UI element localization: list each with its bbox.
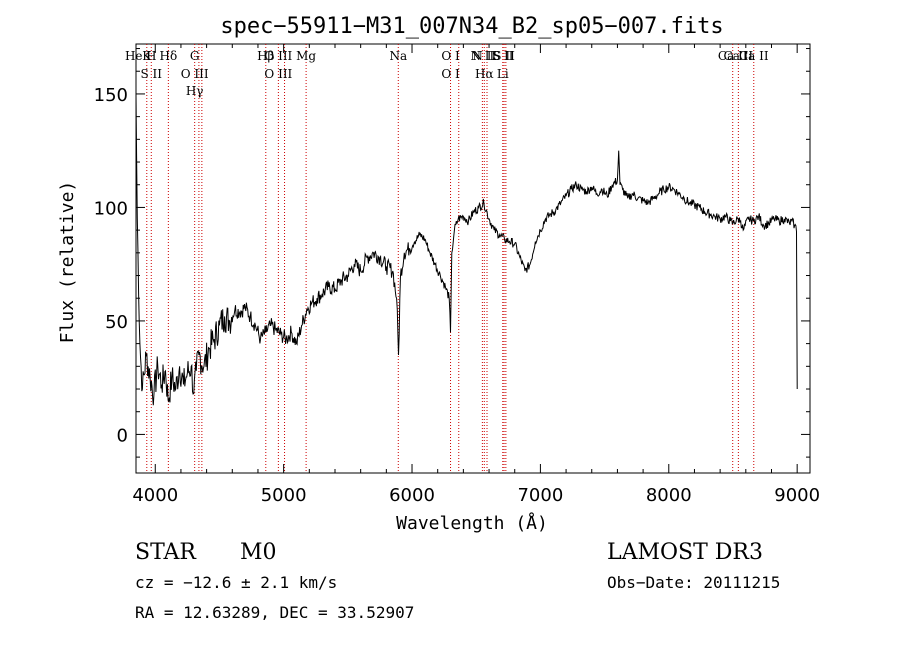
line-label: O I bbox=[441, 67, 460, 81]
x-axis-ticks: 4000 5000 6000 7000 8000 9000 bbox=[132, 44, 820, 506]
line-label: K bbox=[142, 49, 152, 63]
y-axis-label: Flux (relative) bbox=[57, 181, 78, 344]
redshift-text: cz = −12.6 ± 2.1 km/s bbox=[135, 573, 337, 592]
line-label: Hα bbox=[475, 67, 494, 81]
y-tick-label: 150 bbox=[94, 85, 128, 106]
y-tick-label: 100 bbox=[94, 198, 128, 219]
emission-line-markers bbox=[146, 44, 755, 473]
line-label: S II bbox=[492, 49, 514, 63]
object-class: STAR bbox=[135, 540, 197, 565]
y-tick-label: 0 bbox=[117, 425, 128, 446]
line-label: O III bbox=[264, 67, 292, 81]
x-tick-label: 7000 bbox=[517, 485, 563, 506]
line-label: H bbox=[146, 49, 156, 63]
line-label: Mg bbox=[296, 49, 316, 63]
x-axis-label: Wavelength (Å) bbox=[396, 512, 548, 534]
spectrum-line bbox=[135, 93, 798, 406]
observation-date: Obs−Date: 20111215 bbox=[607, 573, 780, 592]
line-label: S II bbox=[493, 49, 515, 63]
line-label: O I bbox=[441, 49, 460, 63]
line-label: Li bbox=[497, 67, 509, 81]
x-tick-label: 6000 bbox=[389, 485, 435, 506]
x-tick-label: 5000 bbox=[261, 485, 307, 506]
line-label: Ca II bbox=[718, 49, 748, 63]
line-label: Hβ bbox=[257, 49, 274, 63]
line-label: He I bbox=[125, 49, 151, 63]
x-tick-label: 8000 bbox=[646, 485, 692, 506]
coordinates-text: RA = 12.63289, DEC = 33.52907 bbox=[135, 603, 414, 622]
line-label: Hγ bbox=[186, 84, 204, 98]
chart-title: spec−55911−M31_007N34_B2_sp05−007.fits bbox=[220, 14, 723, 39]
y-tick-label: 50 bbox=[105, 312, 128, 333]
line-label: N II bbox=[472, 49, 496, 63]
line-label: S II bbox=[141, 67, 163, 81]
line-label: Na bbox=[389, 49, 407, 63]
x-tick-label: 9000 bbox=[774, 485, 820, 506]
x-tick-label: 4000 bbox=[132, 485, 178, 506]
y-axis-ticks: 0 50 100 150 bbox=[94, 48, 810, 458]
line-label: Hδ bbox=[160, 49, 178, 63]
line-label: O III bbox=[181, 67, 209, 81]
survey-name: LAMOST DR3 bbox=[607, 540, 763, 565]
line-label: Ca II bbox=[739, 49, 769, 63]
line-label: G bbox=[190, 49, 200, 63]
line-label: O III bbox=[264, 49, 292, 63]
line-label: Ca II bbox=[724, 49, 754, 63]
line-label: N II bbox=[470, 49, 494, 63]
object-subclass: M0 bbox=[240, 540, 277, 565]
plot-frame bbox=[135, 43, 811, 474]
